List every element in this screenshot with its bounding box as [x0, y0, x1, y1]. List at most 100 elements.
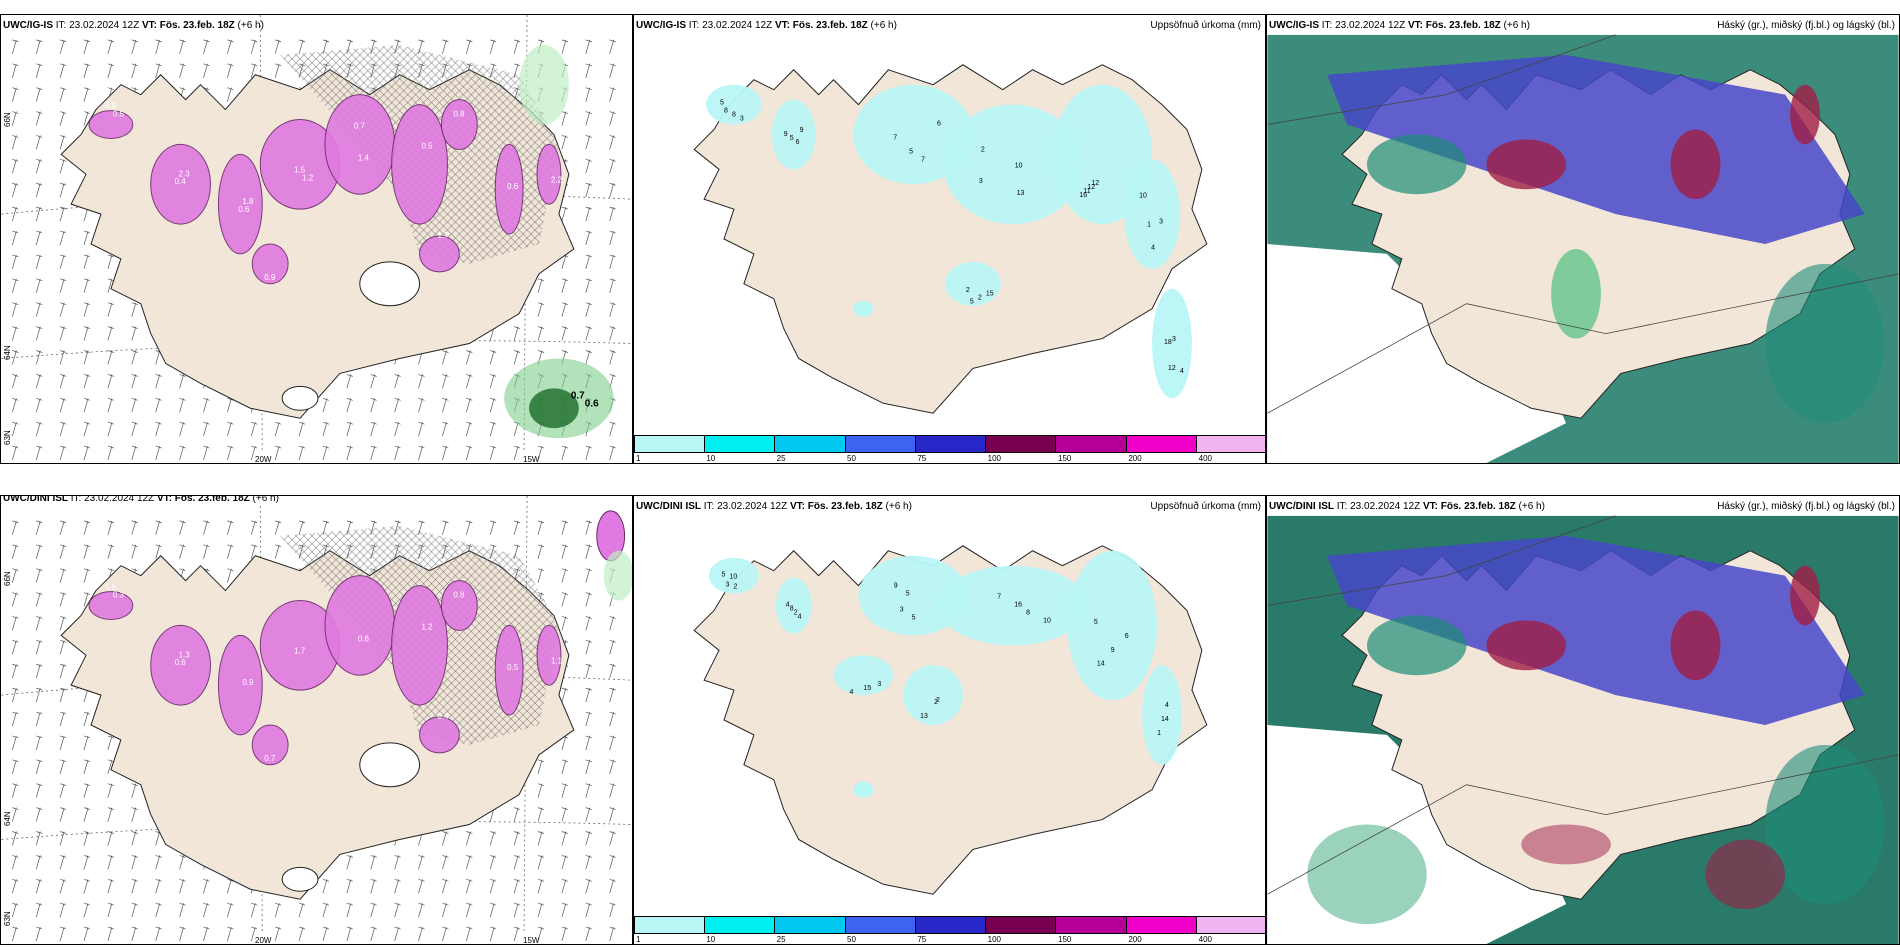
svg-text:1.3: 1.3 [179, 650, 191, 659]
svg-text:3: 3 [740, 116, 744, 123]
svg-text:5: 5 [912, 614, 916, 621]
precip-map-panel-top: UWC/IG-IS IT: 23.02.2024 12Z VT: Fös. 23… [633, 14, 1266, 464]
svg-text:5: 5 [1094, 619, 1098, 626]
svg-text:0.5: 0.5 [507, 663, 519, 672]
svg-text:0.7: 0.7 [264, 754, 276, 763]
svg-text:3: 3 [900, 606, 904, 613]
colorbar-segment [1126, 917, 1197, 933]
colorbar-label: 150 [1058, 454, 1072, 463]
svg-text:6: 6 [937, 121, 941, 128]
colorbar-segment [635, 436, 706, 452]
svg-text:0.9: 0.9 [264, 273, 276, 282]
svg-text:1.7: 1.7 [294, 646, 306, 655]
colorbar-segment [1196, 917, 1265, 933]
svg-text:2: 2 [934, 699, 938, 706]
svg-text:2: 2 [981, 146, 985, 153]
svg-text:0.7: 0.7 [354, 121, 366, 130]
svg-text:0.6: 0.6 [507, 182, 519, 191]
colorbar-label: 10 [706, 935, 716, 944]
svg-text:15: 15 [986, 291, 994, 298]
lat-label-66n: 66N [3, 112, 12, 127]
colorbar-segment [845, 917, 916, 933]
svg-text:3: 3 [1159, 219, 1163, 226]
svg-text:9: 9 [784, 131, 788, 138]
svg-text:3: 3 [1172, 336, 1176, 343]
svg-text:1.1: 1.1 [551, 656, 563, 665]
map-layer [1267, 34, 1899, 463]
svg-text:4: 4 [1180, 368, 1184, 375]
lat-label-64n: 64N [3, 811, 12, 826]
cloud-map-panel-bottom: UWC/DINI ISL IT: 23.02.2024 12Z VT: Fös.… [1266, 495, 1900, 945]
svg-text:4: 4 [849, 689, 853, 696]
svg-text:0.4: 0.4 [175, 177, 187, 186]
svg-text:5: 5 [722, 572, 726, 579]
svg-text:9: 9 [800, 127, 804, 134]
colorbar-label: 50 [847, 935, 856, 944]
colorbar-label: 50 [847, 454, 856, 463]
colorbar-label: 10 [706, 454, 716, 463]
svg-text:6: 6 [796, 139, 800, 146]
colorbar-label: 100 [987, 454, 1002, 463]
colorbar-segment [705, 436, 776, 452]
svg-text:3: 3 [979, 178, 983, 185]
colorbar-segment [775, 917, 846, 933]
precip-colorbar [634, 435, 1265, 453]
panel-title: UWC/DINI ISL IT: 23.02.2024 12Z VT: Fös.… [3, 495, 279, 504]
svg-text:14: 14 [1161, 716, 1169, 723]
svg-text:5: 5 [790, 135, 794, 142]
svg-text:2: 2 [794, 609, 798, 616]
svg-text:8: 8 [724, 108, 728, 115]
svg-text:2: 2 [966, 287, 970, 294]
svg-text:0.5: 0.5 [113, 110, 125, 119]
svg-text:4: 4 [786, 602, 790, 609]
panel-variable-title: Uppsöfnuð úrkoma (mm) [1150, 501, 1261, 512]
svg-text:2: 2 [733, 584, 737, 591]
panel-title: UWC/IG-IS IT: 23.02.2024 12Z VT: Fös. 23… [1269, 20, 1530, 31]
svg-text:2: 2 [936, 697, 940, 704]
svg-text:0.4: 0.4 [437, 712, 449, 721]
colorbar-segment [775, 436, 846, 452]
lat-label-66n: 66N [3, 571, 12, 586]
svg-text:12: 12 [1091, 180, 1099, 187]
colorbar-segment [1056, 917, 1127, 933]
svg-text:18: 18 [1164, 339, 1172, 346]
colorbar-segment [635, 917, 706, 933]
lat-label-63n: 63N [3, 430, 12, 445]
svg-text:1: 1 [1147, 222, 1151, 229]
lon-label-15w: 15W [523, 455, 540, 464]
cloud-cover-map [1267, 515, 1899, 944]
snow-map-panel-bottom: UWC/DINI ISL IT: 23.02.2024 12Z VT: Fös.… [0, 495, 633, 945]
svg-text:1.7: 1.7 [437, 231, 449, 240]
svg-text:9: 9 [1111, 647, 1115, 654]
colorbar-label: 400 [1198, 935, 1213, 944]
svg-text:0.9: 0.9 [105, 102, 117, 111]
svg-text:8: 8 [790, 605, 794, 612]
svg-text:5: 5 [970, 299, 974, 306]
svg-text:0.6: 0.6 [175, 658, 187, 667]
svg-text:4: 4 [1151, 244, 1155, 251]
cloud-cover-map [1267, 34, 1899, 463]
svg-text:7: 7 [997, 594, 1001, 601]
cloud-map-panel-top: UWC/IG-IS IT: 23.02.2024 12Z VT: Fös. 23… [1266, 14, 1900, 464]
colorbar-label: 200 [1128, 454, 1142, 463]
svg-text:1.5: 1.5 [105, 583, 117, 592]
svg-text:1.4: 1.4 [358, 153, 370, 162]
svg-text:1: 1 [1157, 730, 1161, 737]
svg-text:5: 5 [906, 591, 910, 598]
svg-text:16: 16 [1079, 192, 1087, 199]
colorbar-label: 75 [917, 454, 927, 463]
svg-text:12: 12 [1168, 365, 1176, 372]
colorbar-segment [705, 917, 776, 933]
colorbar-segment [1056, 436, 1127, 452]
panel-variable-title: Háský (gr.), miðský (fj.bl.) og lágský (… [1717, 20, 1895, 31]
svg-text:1.2: 1.2 [422, 622, 434, 631]
colorbar-segment [986, 917, 1057, 933]
svg-text:0.6: 0.6 [358, 634, 370, 643]
colorbar-label: 400 [1198, 454, 1213, 463]
svg-text:7: 7 [921, 156, 925, 163]
colorbar-label: 25 [776, 935, 786, 944]
colorbar-label: 150 [1058, 935, 1072, 944]
precip-map-panel-bottom: UWC/DINI ISL IT: 23.02.2024 12Z VT: Fös.… [633, 495, 1266, 945]
svg-text:0.6: 0.6 [585, 398, 599, 409]
